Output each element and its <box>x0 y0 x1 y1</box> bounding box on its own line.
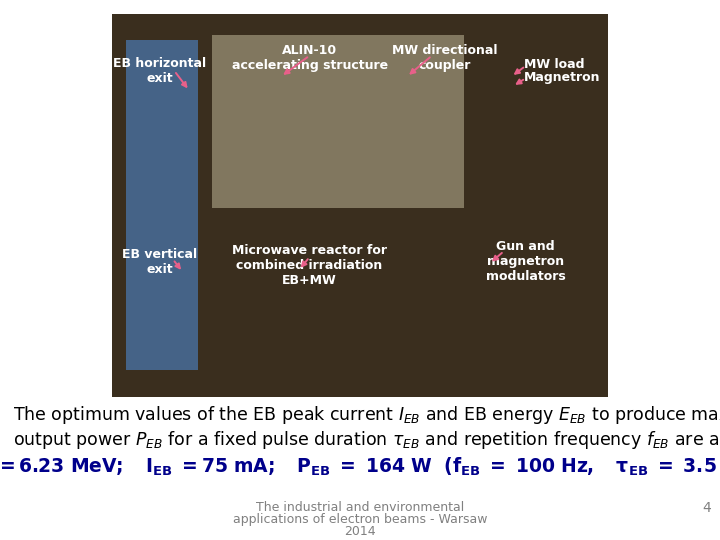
Text: Gun and
magnetron
modulators: Gun and magnetron modulators <box>486 240 565 284</box>
Bar <box>212 36 464 208</box>
Bar <box>126 40 198 370</box>
Text: MW directional
coupler: MW directional coupler <box>392 44 498 72</box>
Text: EB vertical
exit: EB vertical exit <box>122 248 197 276</box>
Text: The optimum values of the EB peak current $I_{EB}$ and EB energy $E_{EB}$ to pro: The optimum values of the EB peak curren… <box>13 404 720 426</box>
Bar <box>112 14 608 397</box>
Text: $\mathbf{E_{EB} = 6.23\ MeV;\ \ \ I_{EB}\ =75\ mA;\ \ \ P_{EB}\ =\ 164\ W}\ \ \m: $\mathbf{E_{EB} = 6.23\ MeV;\ \ \ I_{EB}… <box>0 455 720 478</box>
Text: 2014: 2014 <box>344 525 376 538</box>
Text: Microwave reactor for
combined irradiation
EB+MW: Microwave reactor for combined irradiati… <box>232 244 387 287</box>
Text: applications of electron beams - Warsaw: applications of electron beams - Warsaw <box>233 513 487 526</box>
Text: The industrial and environmental: The industrial and environmental <box>256 501 464 514</box>
Text: ALIN-10
accelerating structure: ALIN-10 accelerating structure <box>232 44 387 72</box>
Text: output power $P_{EB}$ for a fixed pulse duration $\tau_{EB}$ and repetition freq: output power $P_{EB}$ for a fixed pulse … <box>13 429 720 451</box>
Text: MW load: MW load <box>524 58 585 71</box>
Text: Magnetron: Magnetron <box>524 71 600 84</box>
Text: 4: 4 <box>703 501 711 515</box>
Text: EB horizontal
exit: EB horizontal exit <box>113 57 207 85</box>
